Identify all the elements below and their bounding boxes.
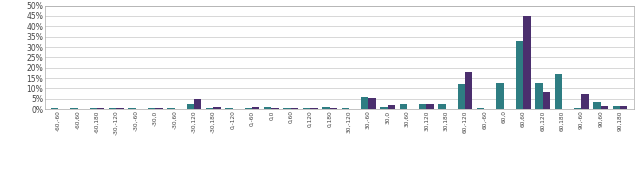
Bar [524,16,531,109]
Bar [97,108,104,109]
Bar [51,108,58,109]
Bar [70,108,77,109]
Bar [116,108,124,109]
Bar [581,94,589,109]
Bar [264,107,271,109]
Bar [419,104,426,109]
Bar [322,107,330,109]
Bar [477,108,484,109]
Bar [148,108,155,109]
Bar [187,104,194,109]
Bar [458,84,465,109]
Bar [206,108,213,109]
Bar [593,102,601,109]
Bar [342,108,349,109]
Bar [330,108,337,109]
Bar [284,108,291,109]
Bar [167,108,175,109]
Bar [380,107,388,109]
Bar [252,107,259,109]
Bar [155,108,163,109]
Bar [535,83,543,109]
Bar [543,92,550,109]
Bar [426,104,434,109]
Bar [129,108,136,109]
Bar [225,108,233,109]
Bar [497,83,504,109]
Bar [291,108,298,109]
Bar [361,97,368,109]
Bar [601,106,608,109]
Bar [90,108,97,109]
Bar [109,108,116,109]
Bar [555,74,562,109]
Bar [438,104,445,109]
Bar [213,107,221,109]
Bar [574,108,581,109]
Bar [368,98,376,109]
Bar [516,41,523,109]
Bar [388,105,395,109]
Bar [310,108,317,109]
Bar [465,72,472,109]
Bar [612,106,620,109]
Bar [620,106,627,109]
Bar [271,108,279,109]
Bar [303,108,310,109]
Bar [399,104,407,109]
Bar [244,108,252,109]
Bar [194,99,202,109]
